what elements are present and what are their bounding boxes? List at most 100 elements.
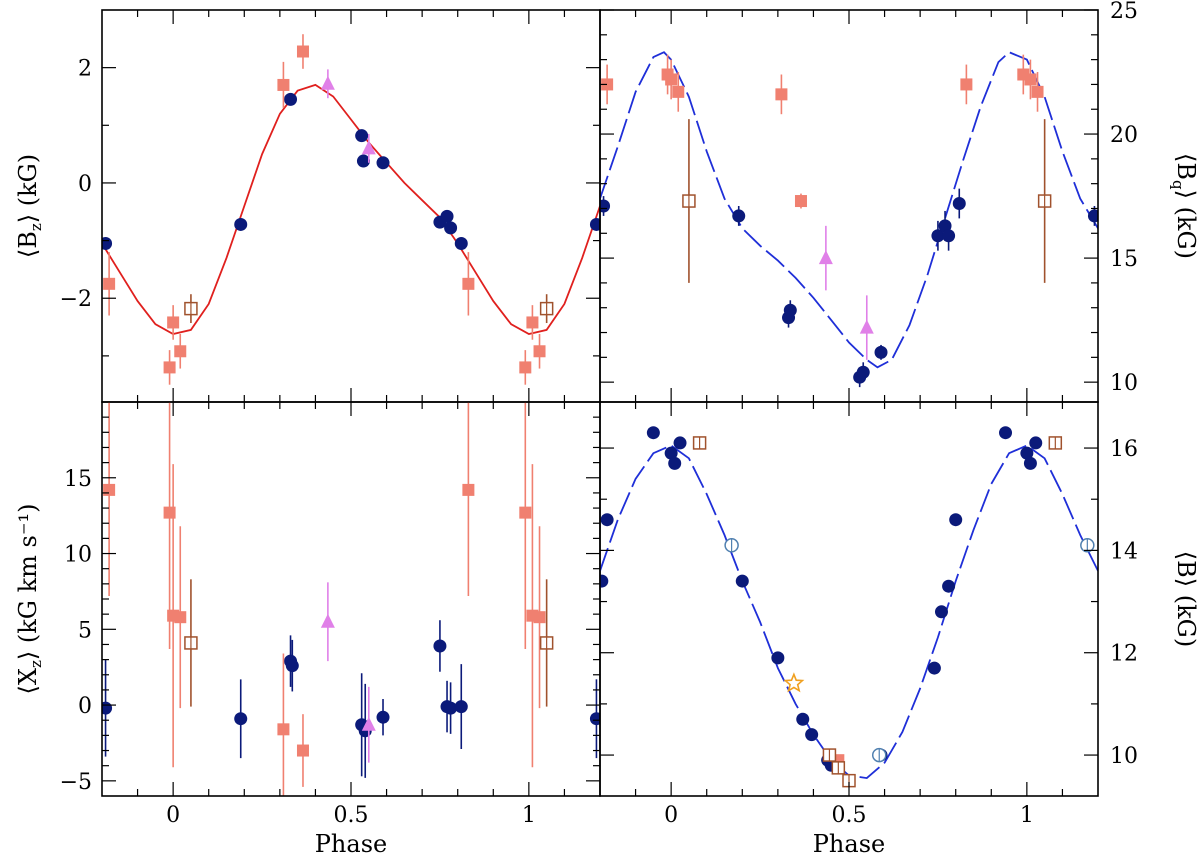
data-point-circle (1029, 436, 1043, 450)
data-point-circle (285, 659, 299, 673)
data-point-circle (931, 229, 945, 243)
data-point-square (296, 45, 309, 58)
y-tick-label: 12 (1110, 642, 1138, 667)
data-point-circle (999, 426, 1013, 440)
data-point-square (174, 611, 187, 624)
data-point-circle (1020, 446, 1034, 460)
x-tick-label: 0.5 (832, 803, 867, 828)
data-point-circle (646, 426, 660, 440)
x-axis-label: Phase (315, 830, 387, 858)
data-point-circle (934, 605, 948, 619)
data-point-circle (102, 701, 113, 715)
data-point-square (1024, 73, 1037, 86)
data-point-square (794, 195, 807, 208)
y-axis-label-main: ⟨B (1172, 153, 1200, 180)
data-point-square (174, 345, 187, 358)
data-point-circle (600, 574, 609, 588)
x-tick-label: 0 (166, 803, 180, 828)
y-axis-label-sub: z (27, 223, 45, 231)
data-point-circle (589, 712, 600, 726)
data-point-square (601, 78, 614, 91)
data-point-circle (942, 229, 956, 243)
y-tick-label: 2 (78, 57, 92, 82)
y-tick-label: 10 (1110, 371, 1138, 396)
data-point-square (526, 316, 539, 329)
data-point-circle (444, 701, 458, 715)
data-point-square (277, 723, 290, 736)
data-point-square (462, 483, 475, 496)
data-point-square (533, 611, 546, 624)
y-axis-label-rest: ⟩ (kG km s⁻¹) (14, 504, 42, 661)
data-point-triangle (361, 140, 376, 155)
data-point-circle (600, 513, 614, 527)
data-point-circle (668, 456, 682, 470)
data-point-circle (949, 513, 963, 527)
y-tick-label: −5 (60, 770, 92, 795)
data-point-square (163, 506, 176, 519)
data-point-star (783, 672, 805, 693)
data-point-square (533, 345, 546, 358)
y-axis-label: ⟨Xz⟩ (kG km s⁻¹) (14, 504, 45, 695)
data-point-circle (376, 710, 390, 724)
data-point-square (277, 78, 290, 91)
data-point-circle (355, 129, 369, 143)
data-point-triangle (320, 75, 335, 90)
data-point-circle (600, 199, 611, 213)
y-tick-label: 20 (1110, 123, 1138, 148)
y-axis-label-sub: q (1169, 180, 1187, 190)
model-curve (102, 83, 600, 335)
data-point-square (103, 277, 116, 290)
data-point-circle (1087, 209, 1098, 223)
plot-area (600, 426, 1098, 788)
panel-b: 10 12 14 16 0 0.5 1 Phase ⟨B⟩ (kG) (599, 401, 1200, 858)
data-point-circle (444, 221, 458, 235)
y-axis-label-main: ⟨B (1172, 551, 1200, 578)
y-tick-label: 10 (1110, 744, 1138, 769)
data-point-square (163, 361, 176, 374)
plot-area (102, 34, 600, 385)
model-curve (600, 51, 1098, 369)
y-axis-label-rest: ⟩ (kG) (1172, 578, 1200, 647)
data-point-circle (284, 92, 298, 106)
model-curve (600, 444, 1098, 780)
y-tick-label: 15 (64, 467, 92, 492)
data-point-circle (234, 712, 248, 726)
y-tick-label: −2 (60, 287, 92, 312)
data-point-circle (376, 156, 390, 170)
x-tick-label: 0 (664, 803, 678, 828)
data-point-circle (454, 700, 468, 714)
data-point-square (672, 85, 685, 98)
data-point-circle (942, 579, 956, 593)
data-point-circle (433, 639, 447, 653)
data-point-triangle (361, 716, 376, 731)
y-tick-label: 16 (1110, 437, 1138, 462)
panel-bz: 2 0 −2 ⟨Bz⟩ (kG) (14, 9, 601, 403)
data-point-circle (440, 209, 454, 223)
data-point-circle (805, 728, 819, 742)
y-tick-label: 0 (78, 172, 92, 197)
data-point-circle (735, 574, 749, 588)
x-tick-label: 1 (522, 803, 536, 828)
data-point-square (1031, 85, 1044, 98)
x-axis-label: Phase (813, 830, 885, 858)
x-tick-label: 0.5 (334, 803, 369, 828)
data-point-circle (454, 236, 468, 250)
y-tick-label: 14 (1110, 539, 1138, 564)
y-axis-label-rest: ⟩ (kG) (1172, 190, 1200, 259)
data-point-circle (796, 712, 810, 726)
data-point-square (103, 483, 116, 496)
y-axis-label-rest: ⟩ (kG) (14, 154, 42, 223)
data-point-square (960, 78, 973, 91)
plot-area (102, 402, 600, 796)
y-axis-label-main: ⟨B (14, 231, 42, 258)
panel-xz: −5 0 5 10 15 0 0.5 1 Phase ⟨Xz⟩ (kG km s⁻¹) (14, 401, 601, 858)
panel-bq: 10 15 20 25 ⟨Bq⟩ (kG) (599, 0, 1200, 403)
data-point-circle (927, 661, 941, 675)
data-point-square (775, 88, 788, 101)
data-point-square (665, 73, 678, 86)
y-tick-label: 0 (78, 694, 92, 719)
data-point-circle (673, 436, 687, 450)
y-axis-label-main: ⟨X (14, 668, 42, 694)
plot-frame (101, 9, 601, 403)
